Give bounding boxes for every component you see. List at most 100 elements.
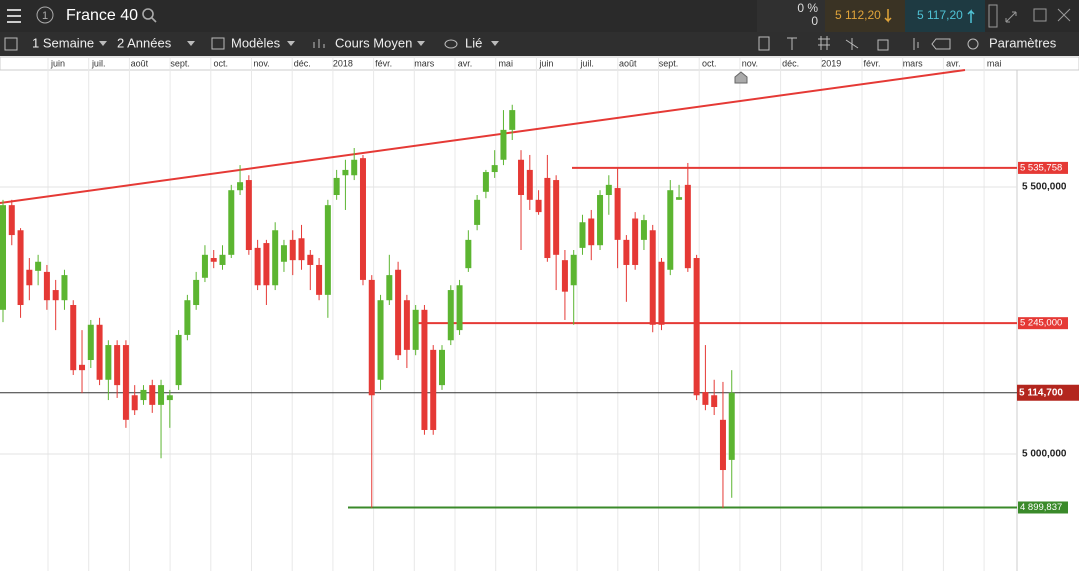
month-label: août (619, 58, 637, 68)
candle-body (482, 172, 489, 192)
ask-arrow (967, 9, 975, 23)
candle-body (614, 188, 621, 240)
dropdown-arrows (99, 41, 499, 46)
candle-body (676, 197, 683, 200)
month-label: mai (987, 58, 1002, 68)
candle-body (368, 279, 375, 396)
candle-body (158, 385, 165, 405)
candle-body (298, 238, 305, 261)
candle-body (324, 205, 331, 295)
candle-body (403, 300, 410, 350)
candle-body (456, 285, 463, 331)
level-label-box (1018, 317, 1068, 330)
instrument-name[interactable]: France 40 (66, 7, 138, 24)
candle-body (0, 205, 6, 310)
month-label: 2019 (821, 58, 841, 68)
range-select[interactable]: 2 Années (117, 35, 172, 50)
candle-body (122, 345, 129, 420)
candle-body (693, 258, 700, 396)
candle-body (728, 392, 735, 460)
candle-body (26, 269, 33, 286)
candle-body (61, 275, 68, 301)
menu-icon[interactable] (7, 9, 21, 23)
account-number: 1 (42, 10, 48, 22)
candle-body (272, 230, 279, 286)
candle-body (509, 110, 516, 130)
candle-body (640, 220, 647, 240)
candle-body (8, 205, 15, 236)
level-label: 5 535,758 (1020, 162, 1062, 173)
time-axis (0, 56, 1079, 71)
trend-line[interactable] (0, 69, 966, 204)
level-label-box (1018, 501, 1068, 514)
candle-body (465, 239, 472, 269)
candle-body (342, 169, 349, 176)
candle-body (667, 190, 674, 270)
level-label: 5 245,000 (1020, 318, 1062, 329)
interval-select[interactable]: 1 Semaine (32, 35, 94, 50)
search-icon[interactable] (142, 8, 157, 23)
candle-body (597, 195, 604, 246)
month-label: juin (538, 58, 553, 68)
month-label: juil. (579, 58, 594, 68)
templates-select[interactable]: Modèles (231, 35, 281, 50)
current-price-box (1017, 384, 1079, 401)
price-type-select[interactable]: Cours Moyen (335, 35, 412, 50)
candle-body (702, 392, 709, 405)
candle-body (175, 334, 182, 386)
month-label: juin (50, 58, 65, 68)
settings-button[interactable]: Paramètres (989, 35, 1057, 50)
candle-body (535, 199, 542, 213)
month-label: sept. (659, 58, 679, 68)
month-label: avr. (946, 58, 961, 68)
candle-body (711, 395, 718, 408)
month-label: août (131, 58, 149, 68)
month-label: 2018 (333, 58, 353, 68)
toolbar-icons[interactable] (211, 36, 979, 51)
candle-body (526, 169, 533, 200)
candle-body (43, 271, 50, 301)
candle-body (632, 218, 639, 265)
candle-body (561, 260, 568, 292)
candle-body (263, 243, 270, 286)
candle-body (87, 324, 94, 361)
link-select[interactable]: Lié (465, 35, 482, 50)
candle-body (17, 230, 24, 306)
month-label: févr. (863, 58, 880, 68)
candle-body (245, 180, 252, 251)
candle-body (430, 349, 437, 430)
window-icons[interactable] (988, 4, 1071, 28)
candle-body (579, 222, 586, 248)
month-label: sept. (170, 58, 190, 68)
candle-body (570, 254, 577, 286)
candle-body (193, 279, 200, 306)
candle-body (623, 239, 630, 265)
candle-body (518, 159, 525, 196)
account-icon[interactable] (36, 6, 54, 24)
candle-body (719, 419, 726, 471)
month-label: oct. (214, 58, 229, 68)
bid-box[interactable] (825, 0, 905, 32)
ask-price: 5 117,20 (917, 8, 963, 22)
level-label-box (1018, 161, 1068, 174)
candle-body (421, 309, 428, 430)
level-label: 4 899,837 (1020, 502, 1062, 513)
candle-body (149, 385, 156, 405)
month-label: déc. (782, 58, 799, 68)
candle-body (307, 254, 314, 265)
month-label: févr. (375, 58, 392, 68)
candle-body (254, 247, 261, 286)
change-box (757, 0, 825, 32)
candle-body (96, 324, 103, 380)
list-icon[interactable] (4, 37, 18, 51)
month-label: oct. (702, 58, 717, 68)
candle-body (35, 261, 42, 271)
month-label: avr. (458, 58, 473, 68)
candle-body (131, 395, 138, 411)
candle-body (500, 129, 507, 160)
month-label: nov. (253, 58, 269, 68)
candle-body (605, 184, 612, 196)
candle-body (52, 290, 59, 301)
home-marker[interactable] (734, 71, 748, 84)
